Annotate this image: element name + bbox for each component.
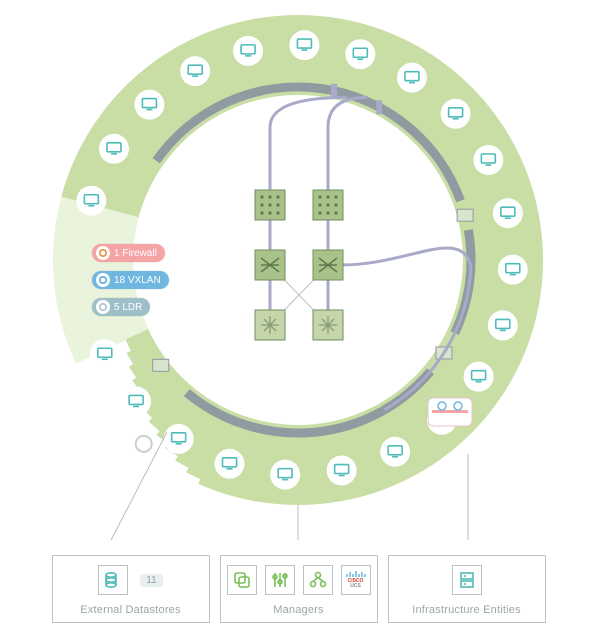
arc-node[interactable] xyxy=(153,359,169,371)
panel-datastores[interactable]: 11 External Datastores xyxy=(52,555,210,623)
diagram-root: { "canvas": { "width": 597, "height": 63… xyxy=(0,0,597,633)
ring-device-icon[interactable] xyxy=(380,437,410,467)
ring-device-icon[interactable] xyxy=(215,449,245,479)
ring-device-icon[interactable] xyxy=(164,424,194,454)
ring-device-icon[interactable] xyxy=(397,63,427,93)
topo-node[interactable] xyxy=(313,190,343,220)
topo-node[interactable] xyxy=(255,250,285,280)
ring-device-icon[interactable] xyxy=(464,362,494,392)
topo-node[interactable] xyxy=(255,310,285,340)
topo-node[interactable] xyxy=(313,310,343,340)
panel-managers[interactable]: CISCOUCS Managers xyxy=(220,555,378,623)
ring-device-icon[interactable] xyxy=(270,460,300,490)
sliders-icon xyxy=(265,565,295,595)
ring-device-icon[interactable] xyxy=(99,134,129,164)
ring-cusp-dot xyxy=(136,436,152,452)
panel-infra-label: Infrastructure Entities xyxy=(412,604,521,616)
wedge-pill[interactable]: 5 LDR xyxy=(92,298,150,316)
pill-label: 1 Firewall xyxy=(114,248,157,259)
arc-node[interactable] xyxy=(457,209,473,221)
topo-node[interactable] xyxy=(313,250,343,280)
pill-icon xyxy=(96,273,110,287)
ring-device-icon[interactable] xyxy=(493,198,523,228)
ring-device-icon[interactable] xyxy=(441,99,471,129)
vsphere-icon xyxy=(227,565,257,595)
pill-label: 18 VXLAN xyxy=(114,275,161,286)
panel-infra-icons xyxy=(452,562,482,598)
pill-label: 5 LDR xyxy=(114,302,142,313)
server-icon xyxy=(452,565,482,595)
pill-icon xyxy=(96,246,110,260)
ring-device-icon[interactable] xyxy=(289,30,319,60)
graph-icon xyxy=(303,565,333,595)
panel-datastores-label: External Datastores xyxy=(80,604,180,616)
ring-device-icon[interactable] xyxy=(488,310,518,340)
panel-managers-icons: CISCOUCS xyxy=(227,562,371,598)
bottom-panel-row: 11 External Datastores CISCOUCS Managers… xyxy=(0,555,597,633)
ring-device-icon[interactable] xyxy=(90,339,120,369)
topology-diagram xyxy=(0,0,597,540)
ring-device-icon[interactable] xyxy=(473,145,503,175)
panel-infra[interactable]: Infrastructure Entities xyxy=(388,555,546,623)
ring-device-icon[interactable] xyxy=(134,90,164,120)
wedge-pill[interactable]: 1 Firewall xyxy=(92,244,165,262)
ring-device-icon[interactable] xyxy=(345,39,375,69)
ring-device-icon[interactable] xyxy=(327,456,357,486)
pill-icon xyxy=(96,300,110,314)
datastore-icon xyxy=(98,565,128,595)
wedge-pill[interactable]: 18 VXLAN xyxy=(92,271,169,289)
ring-device-icon[interactable] xyxy=(498,255,528,285)
panel-managers-label: Managers xyxy=(273,604,324,616)
arc-marker xyxy=(331,84,337,98)
ring-device-icon[interactable] xyxy=(180,56,210,86)
arc-marker xyxy=(376,100,382,114)
ring-device-icon[interactable] xyxy=(233,36,263,66)
cisco-icon: CISCOUCS xyxy=(341,565,371,595)
topo-node[interactable] xyxy=(255,190,285,220)
ring-device-icon[interactable] xyxy=(76,186,106,216)
panel-datastores-icons: 11 xyxy=(98,562,162,598)
datastore-count: 11 xyxy=(140,574,162,587)
ring-device-icon[interactable] xyxy=(121,386,151,416)
